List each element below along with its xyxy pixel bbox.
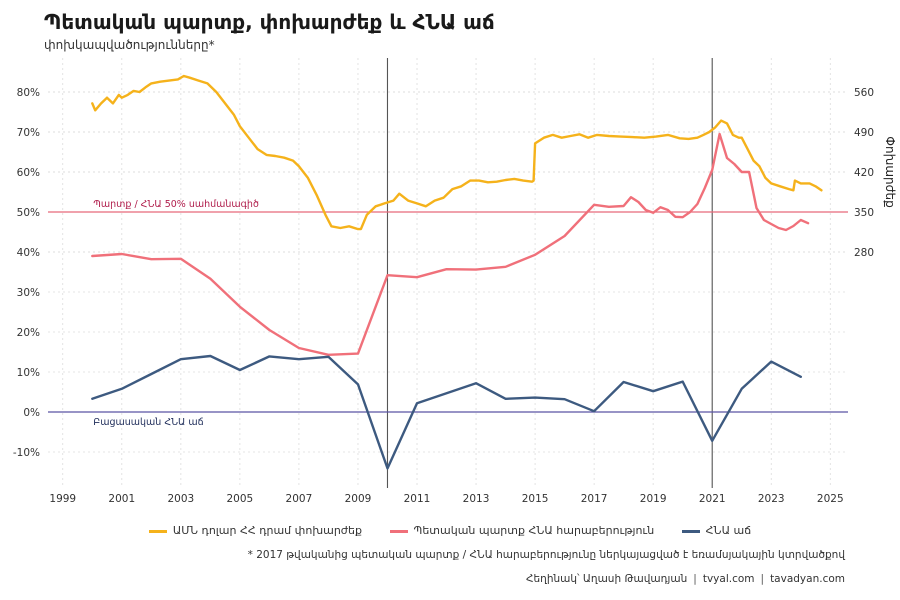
author-credit: Հեղինակ՝ Աղասի Թավադյան [526,573,688,585]
series-line [91,354,802,470]
legend-swatch-gdp-growth [681,529,700,533]
site-link-tavadyan[interactable]: tavadyan.com [770,573,845,585]
x-tick-label: 2003 [167,493,194,505]
y-tick-label: 40% [17,247,40,259]
y-tick-label: 80% [17,87,40,99]
chart-legend: ԱՄՆ դոլար ՀՀ դրամ փոխարժեք Պետական պարտք… [0,524,900,537]
credit-separator: | [760,573,765,585]
x-tick-label: 2017 [581,493,608,505]
legend-label-exchange-rate: ԱՄՆ դոլար ՀՀ դրամ փոխարժեք [172,524,363,537]
x-tick-label: 2019 [640,493,667,505]
x-tick-label: 2001 [108,493,135,505]
credits: Հեղինակ՝ Աղասի Թավադյան | tvyal.com | tavady… [526,573,845,585]
series-line [91,132,810,356]
y-tick-label: 50% [17,207,40,219]
series-line [91,74,823,231]
footnote: * 2017 թվականից պետական պարտք / ՀՆԱ հարա… [247,549,845,561]
x-tick-label: 2009 [345,493,372,505]
legend-item-gdp-growth: ՀՆԱ աճ [681,524,752,537]
legend-item-debt-gdp: Պետական պարտք ՀՆԱ հարաբերություն [389,524,655,537]
x-tick-label: 2023 [758,493,785,505]
y-tick-label: 60% [17,167,40,179]
y2-tick-label: 350 [854,207,874,219]
y2-tick-label: 560 [854,87,874,99]
legend-label-gdp-growth: ՀՆԱ աճ [705,524,752,537]
chart-subtitle: փոխկապվածությունները* [44,38,215,52]
legend-label-debt-gdp: Պետական պարտք ՀՆԱ հարաբերություն [413,524,655,537]
x-tick-label: 2005 [227,493,254,505]
x-tick-label: 2007 [286,493,313,505]
chart-title: Պետական պարտք, փոխարժեք և ՀՆԱ աճ [44,10,495,34]
x-tick-label: 2013 [463,493,490,505]
credit-separator: | [693,573,697,585]
y-tick-label: 0% [23,407,40,419]
y-tick-label: 20% [17,327,40,339]
y-tick-label: 70% [17,127,40,139]
legend-item-exchange-rate: ԱՄՆ դոլար ՀՀ դրամ փոխարժեք [148,524,363,537]
y-tick-label: -10% [13,447,40,459]
reference-line-label: Բացասական ՀՆԱ աճ [93,417,203,428]
x-tick-label: 1999 [49,493,76,505]
reference-line-label: Պարտք / ՀՆԱ 50% սահմանագիծ [93,199,259,210]
y2-tick-label: 420 [854,167,874,179]
site-link-tvyal[interactable]: tvyal.com [702,573,755,585]
x-tick-label: 2021 [699,493,726,505]
legend-swatch-exchange-rate [148,529,167,533]
y-tick-label: 10% [17,367,40,379]
y2-axis-title: Փոխարժեք [883,136,897,208]
y2-tick-label: 280 [854,247,874,259]
x-tick-label: 2025 [817,493,844,505]
x-tick-label: 2011 [404,493,431,505]
y-tick-label: 30% [17,287,40,299]
x-tick-label: 2015 [522,493,549,505]
legend-swatch-debt-gdp [389,529,408,533]
y2-tick-label: 490 [854,127,874,139]
